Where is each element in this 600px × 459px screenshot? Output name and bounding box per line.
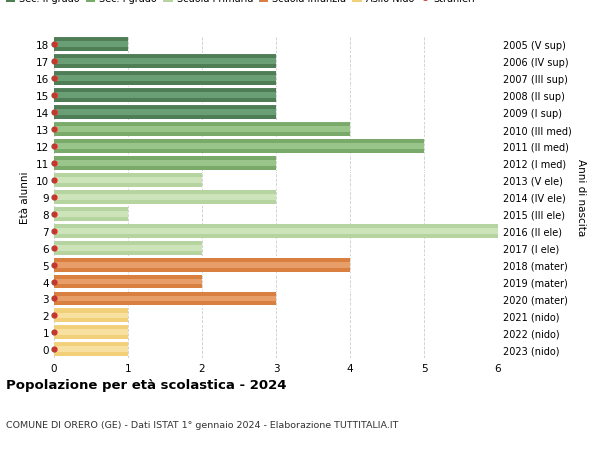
Bar xyxy=(54,144,424,150)
Bar xyxy=(54,296,276,302)
Bar xyxy=(54,123,350,137)
Bar xyxy=(54,342,128,357)
Bar xyxy=(54,42,128,48)
Text: COMUNE DI ORERO (GE) - Dati ISTAT 1° gennaio 2024 - Elaborazione TUTTITALIA.IT: COMUNE DI ORERO (GE) - Dati ISTAT 1° gen… xyxy=(6,420,398,429)
Bar xyxy=(54,174,202,187)
Y-axis label: Età alunni: Età alunni xyxy=(20,171,31,224)
Bar xyxy=(54,72,276,86)
Bar xyxy=(54,309,128,323)
Bar xyxy=(54,89,276,103)
Bar xyxy=(54,127,350,133)
Bar xyxy=(54,245,202,251)
Bar xyxy=(54,326,128,340)
Bar xyxy=(54,313,128,319)
Bar xyxy=(54,157,276,170)
Bar xyxy=(54,106,276,120)
Bar xyxy=(54,292,276,306)
Bar xyxy=(54,140,424,154)
Bar xyxy=(54,38,128,52)
Bar xyxy=(54,224,498,238)
Bar xyxy=(54,211,128,217)
Bar xyxy=(54,178,202,184)
Legend: Sec. II grado, Sec. I grado, Scuola Primaria, Scuola Infanzia, Asilo Nido, Stran: Sec. II grado, Sec. I grado, Scuola Prim… xyxy=(2,0,479,8)
Bar xyxy=(54,161,276,167)
Bar xyxy=(54,228,498,234)
Bar xyxy=(54,258,350,272)
Y-axis label: Anni di nascita: Anni di nascita xyxy=(575,159,586,236)
Bar xyxy=(54,93,276,99)
Bar xyxy=(54,330,128,336)
Bar xyxy=(54,275,202,289)
Bar xyxy=(54,55,276,69)
Bar xyxy=(54,347,128,353)
Bar xyxy=(54,262,350,268)
Bar xyxy=(54,207,128,221)
Text: Popolazione per età scolastica - 2024: Popolazione per età scolastica - 2024 xyxy=(6,379,287,392)
Bar xyxy=(54,241,202,255)
Bar xyxy=(54,195,276,200)
Bar xyxy=(54,76,276,82)
Bar xyxy=(54,190,276,204)
Bar xyxy=(54,110,276,116)
Bar xyxy=(54,279,202,285)
Bar xyxy=(54,59,276,65)
